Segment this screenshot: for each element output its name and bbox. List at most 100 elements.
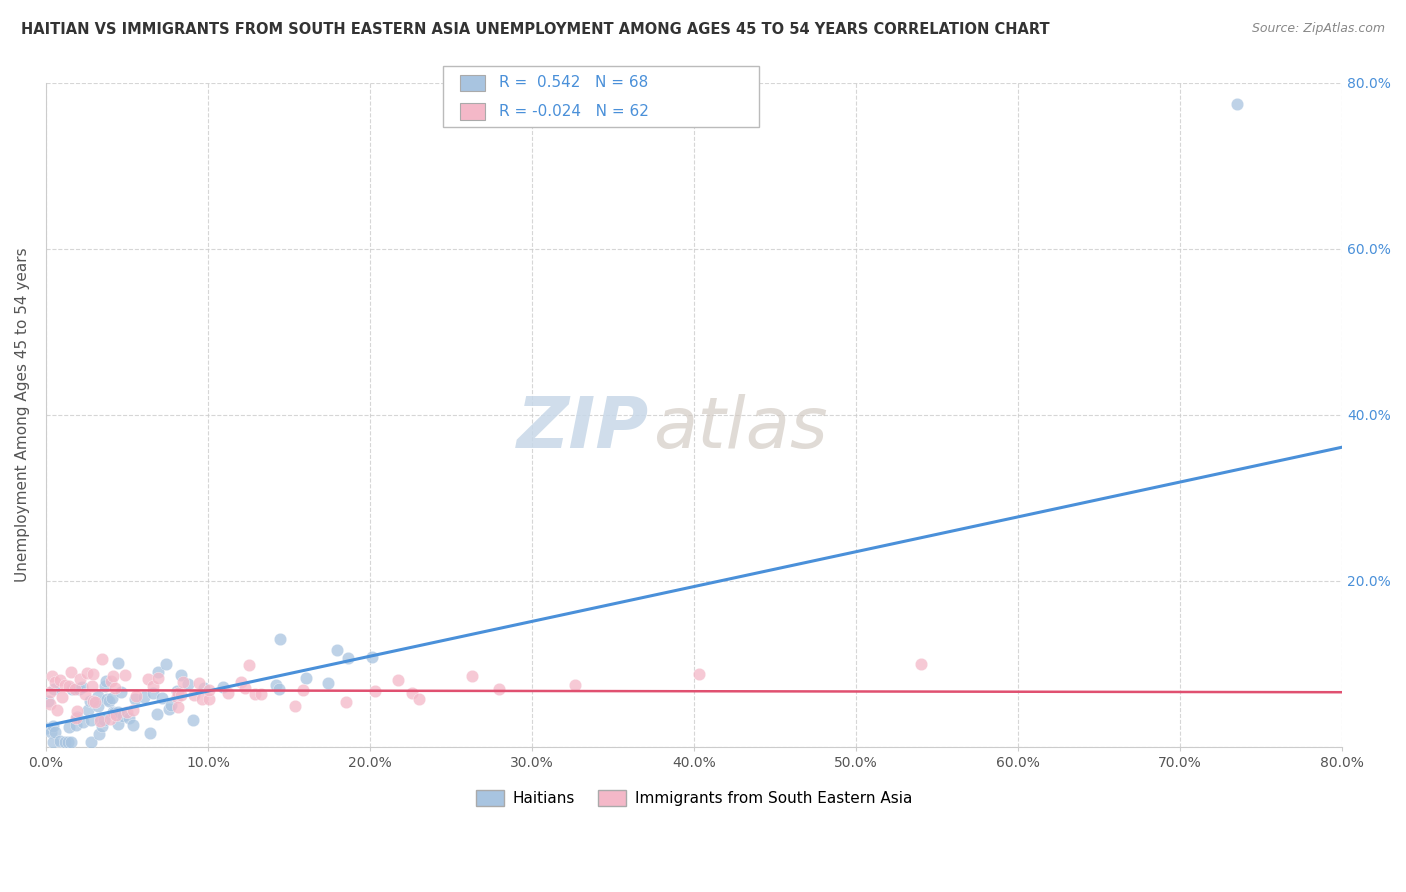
Point (87, 699, 110, 714)
Point (96, 691, 118, 706)
Point (146, 671, 169, 685)
Point (42, 719, 65, 733)
Point (98, 712, 121, 726)
Point (155, 657, 177, 672)
Point (73, 687, 96, 701)
Point (65, 718, 87, 732)
Text: atlas: atlas (652, 393, 827, 463)
Point (41, 735, 63, 749)
Point (166, 684, 188, 698)
Point (197, 692, 219, 706)
Point (39, 725, 62, 739)
Point (77, 703, 100, 717)
Point (45, 703, 67, 717)
Point (132, 690, 155, 704)
Point (53, 735, 76, 749)
Point (269, 682, 291, 697)
Point (79, 694, 101, 708)
Point (84, 695, 107, 709)
Point (114, 668, 136, 682)
Point (100, 673, 122, 688)
Point (170, 688, 193, 702)
Point (89, 726, 111, 740)
Point (191, 692, 214, 706)
Point (159, 702, 181, 716)
Point (360, 650, 382, 665)
Point (44, 724, 66, 739)
Point (60, 735, 83, 749)
Point (98, 694, 121, 708)
Point (122, 703, 145, 717)
Point (408, 691, 430, 706)
Point (295, 671, 318, 685)
Point (243, 687, 266, 701)
Point (93, 680, 115, 694)
Point (488, 682, 510, 697)
Point (44, 674, 66, 689)
Point (110, 684, 132, 698)
Point (82, 679, 104, 693)
Point (122, 718, 145, 732)
Point (49, 673, 72, 688)
Point (183, 688, 205, 702)
Point (90, 652, 112, 666)
Point (387, 673, 409, 687)
Point (172, 674, 194, 689)
Point (60, 665, 83, 679)
Text: Source: ZipAtlas.com: Source: ZipAtlas.com (1251, 22, 1385, 36)
Point (250, 687, 273, 701)
Point (76, 666, 98, 681)
Point (167, 686, 190, 700)
Point (337, 651, 360, 665)
Point (193, 681, 215, 695)
Point (82, 695, 104, 709)
Point (103, 669, 125, 683)
Point (103, 705, 125, 719)
Point (461, 669, 484, 683)
Point (72, 715, 94, 730)
Point (104, 681, 127, 695)
Point (364, 684, 387, 698)
Point (188, 676, 211, 690)
Point (35, 721, 58, 735)
Point (233, 681, 256, 695)
Point (89, 714, 111, 728)
Text: ZIP: ZIP (516, 393, 648, 463)
Point (67, 681, 90, 696)
Point (142, 679, 165, 693)
Point (238, 657, 260, 672)
Point (58, 735, 80, 749)
Point (170, 668, 193, 682)
Point (269, 632, 291, 647)
Point (142, 686, 165, 700)
Point (146, 665, 169, 680)
Point (688, 666, 710, 681)
Point (139, 726, 162, 740)
Point (316, 675, 339, 690)
Point (217, 686, 239, 700)
Point (80, 735, 103, 749)
Point (166, 690, 188, 704)
Point (145, 706, 167, 721)
Point (167, 700, 190, 714)
Point (53, 677, 76, 691)
Legend: Haitians, Immigrants from South Eastern Asia: Haitians, Immigrants from South Eastern … (470, 784, 918, 812)
Point (82, 667, 104, 681)
Point (42, 681, 65, 696)
Point (60, 682, 83, 697)
Point (82, 694, 104, 708)
Point (115, 705, 138, 719)
Point (212, 681, 235, 695)
Point (41, 669, 63, 683)
Point (284, 699, 307, 714)
Point (89, 711, 111, 725)
Point (107, 657, 129, 671)
Point (63, 681, 86, 696)
Point (266, 678, 288, 692)
Point (291, 683, 314, 698)
Point (100, 690, 122, 705)
Point (51, 690, 73, 705)
Point (124, 692, 146, 706)
Point (335, 695, 357, 709)
Point (1226, 96, 1249, 111)
